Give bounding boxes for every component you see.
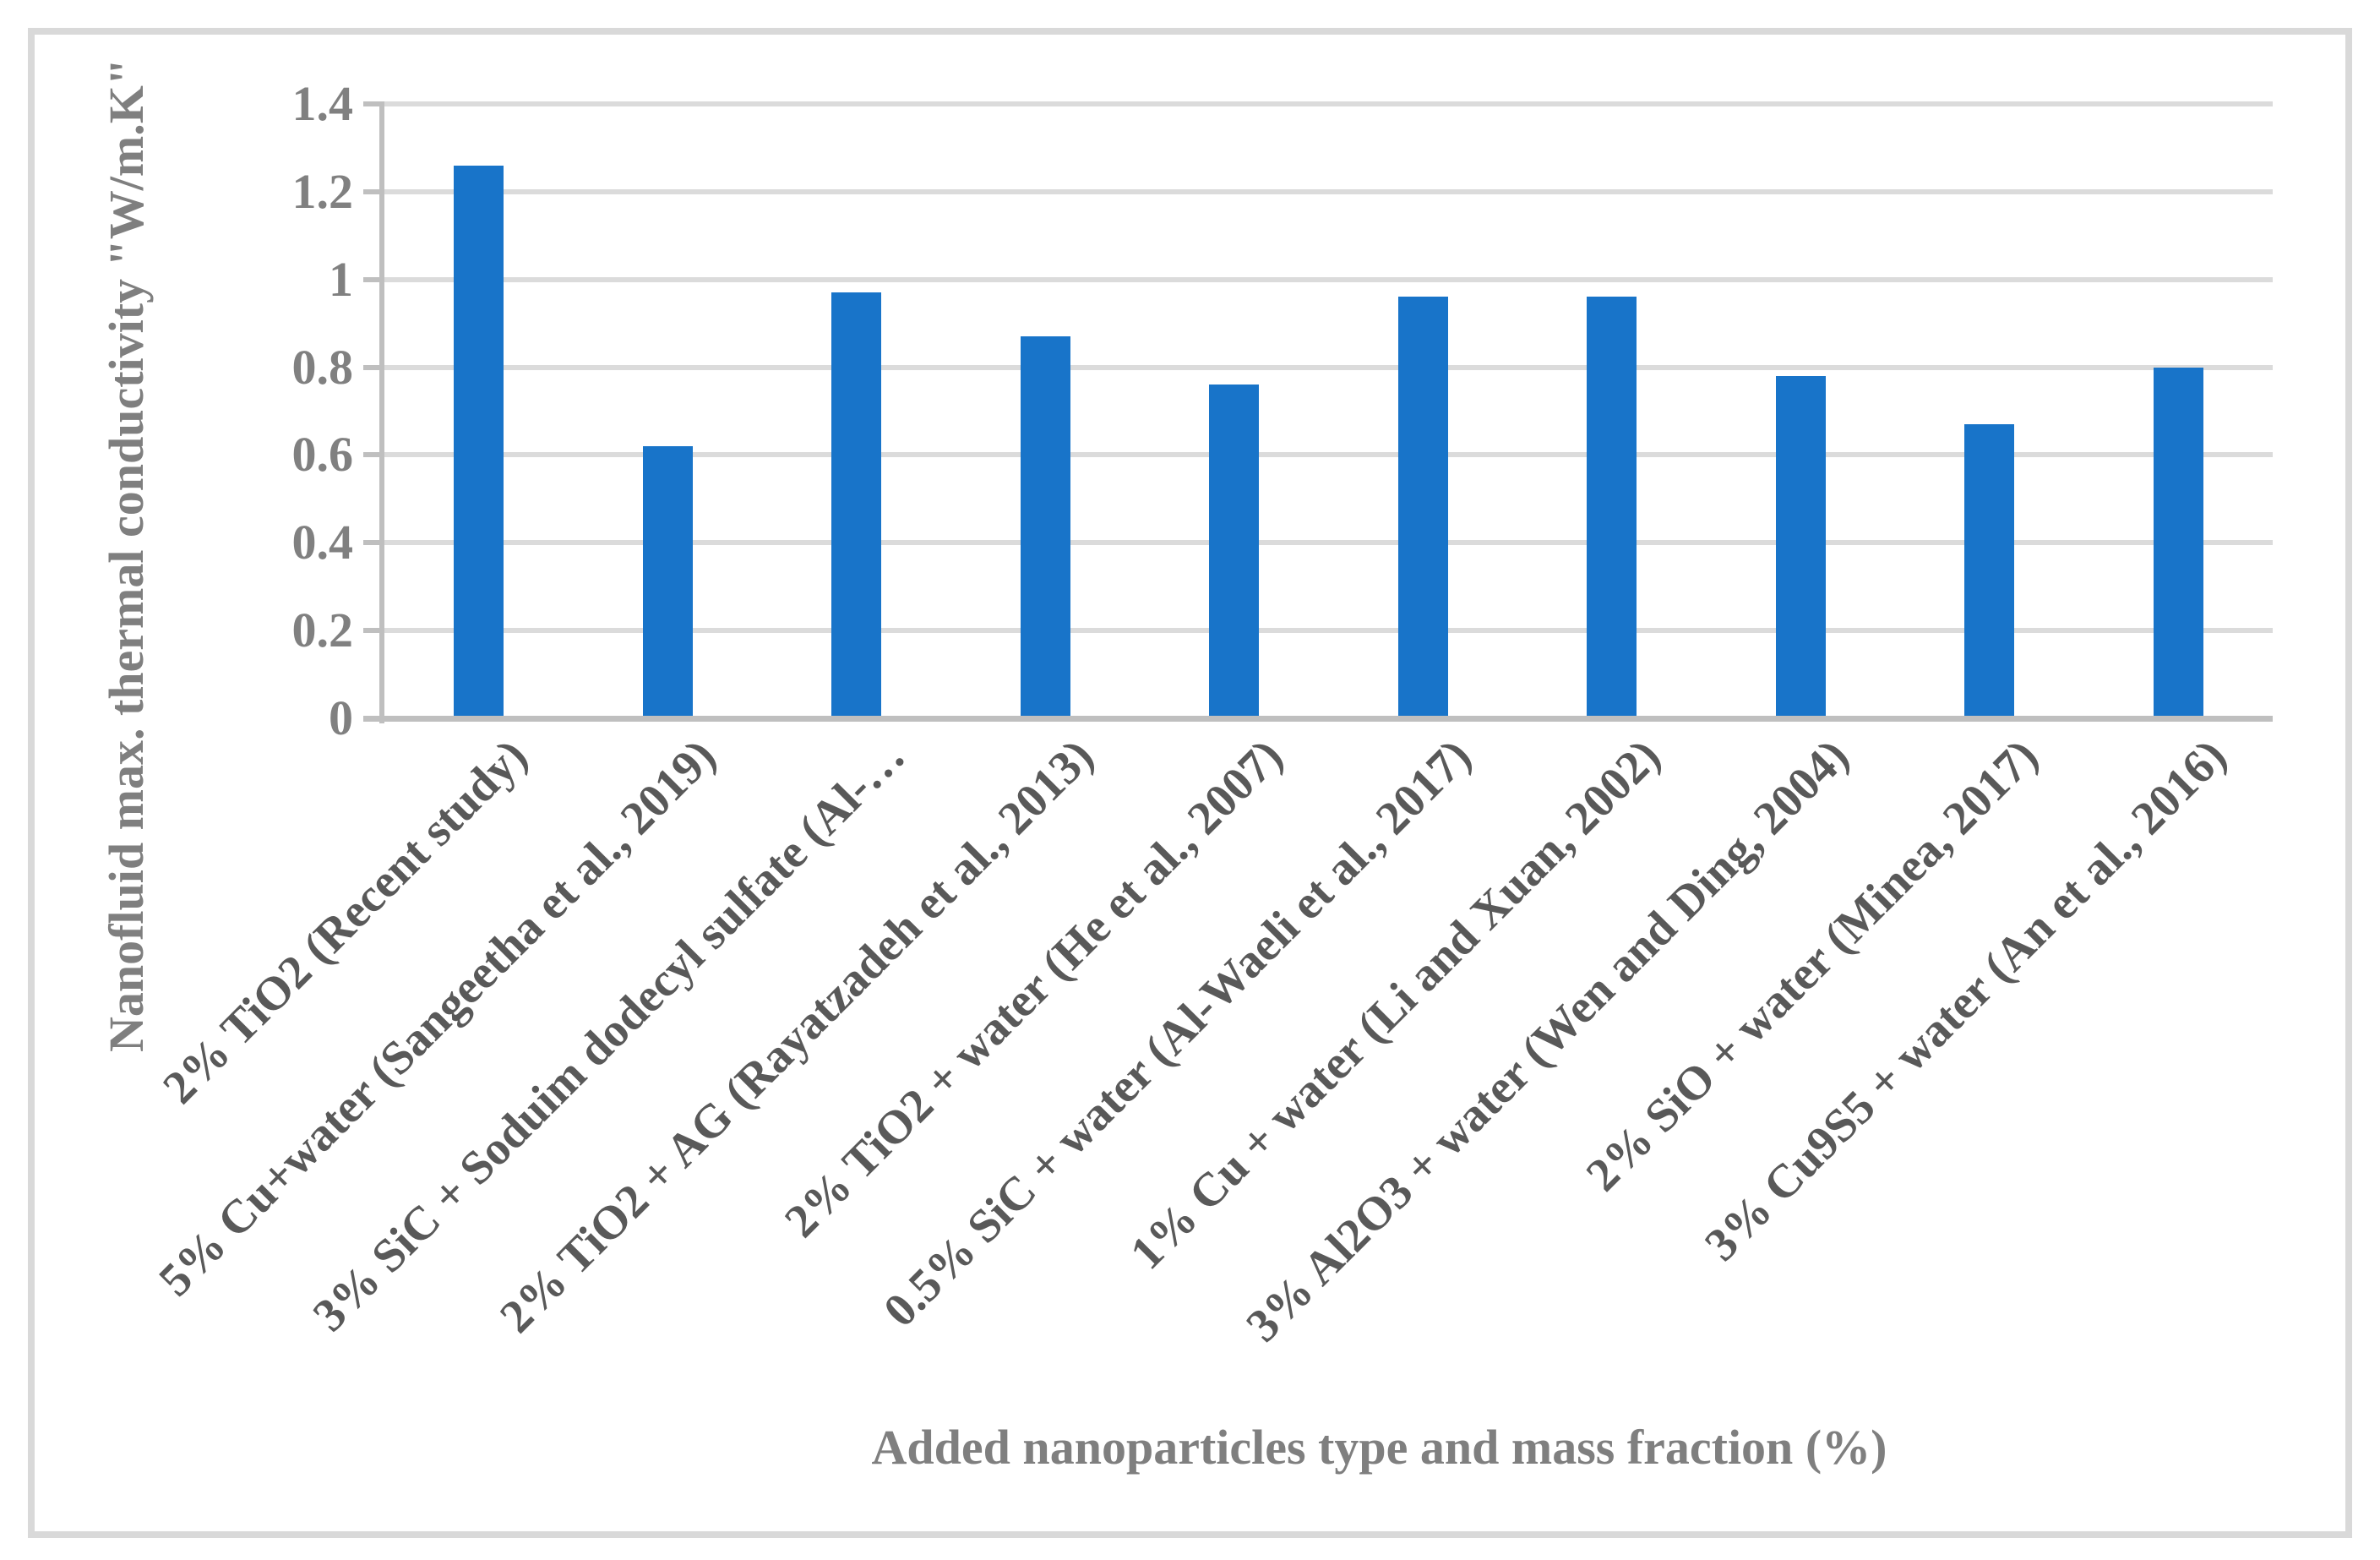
- bar: [831, 292, 882, 718]
- x-axis-line: [363, 716, 2273, 722]
- bar: [1397, 297, 1448, 718]
- y-tick-mark: [363, 276, 384, 282]
- y-tick-label: 1: [329, 251, 353, 307]
- bar: [1020, 336, 1070, 718]
- y-tick-label: 1.4: [291, 76, 354, 131]
- y-tick-mark: [363, 452, 384, 458]
- bar: [1775, 375, 1826, 718]
- bar: [454, 165, 504, 718]
- y-tick-mark: [363, 101, 384, 106]
- y-tick-label: 1.2: [291, 163, 354, 219]
- y-tick-label: 0: [329, 690, 353, 745]
- bar: [1587, 297, 1637, 718]
- y-tick-label: 0.2: [291, 603, 354, 658]
- gridline: [384, 188, 2273, 194]
- y-tick-label: 0.6: [291, 427, 354, 483]
- y-axis-line: [379, 104, 384, 723]
- gridline: [384, 276, 2273, 282]
- y-tick-mark: [363, 364, 384, 370]
- y-tick-mark: [363, 188, 384, 194]
- gridline: [384, 364, 2273, 370]
- y-tick-mark: [363, 628, 384, 634]
- y-tick-label: 0.4: [291, 515, 354, 570]
- x-axis-title: Added nanoparticles type and mass fracti…: [871, 1420, 1887, 1475]
- bar: [1964, 424, 2015, 718]
- gridline: [384, 628, 2273, 634]
- gridline: [384, 452, 2273, 458]
- bar: [2153, 367, 2203, 718]
- y-tick-label: 0.8: [291, 339, 354, 395]
- y-tick-mark: [363, 540, 384, 546]
- bar: [642, 446, 693, 718]
- bar: [1209, 385, 1260, 718]
- gridline: [384, 540, 2273, 546]
- gridline: [384, 101, 2273, 106]
